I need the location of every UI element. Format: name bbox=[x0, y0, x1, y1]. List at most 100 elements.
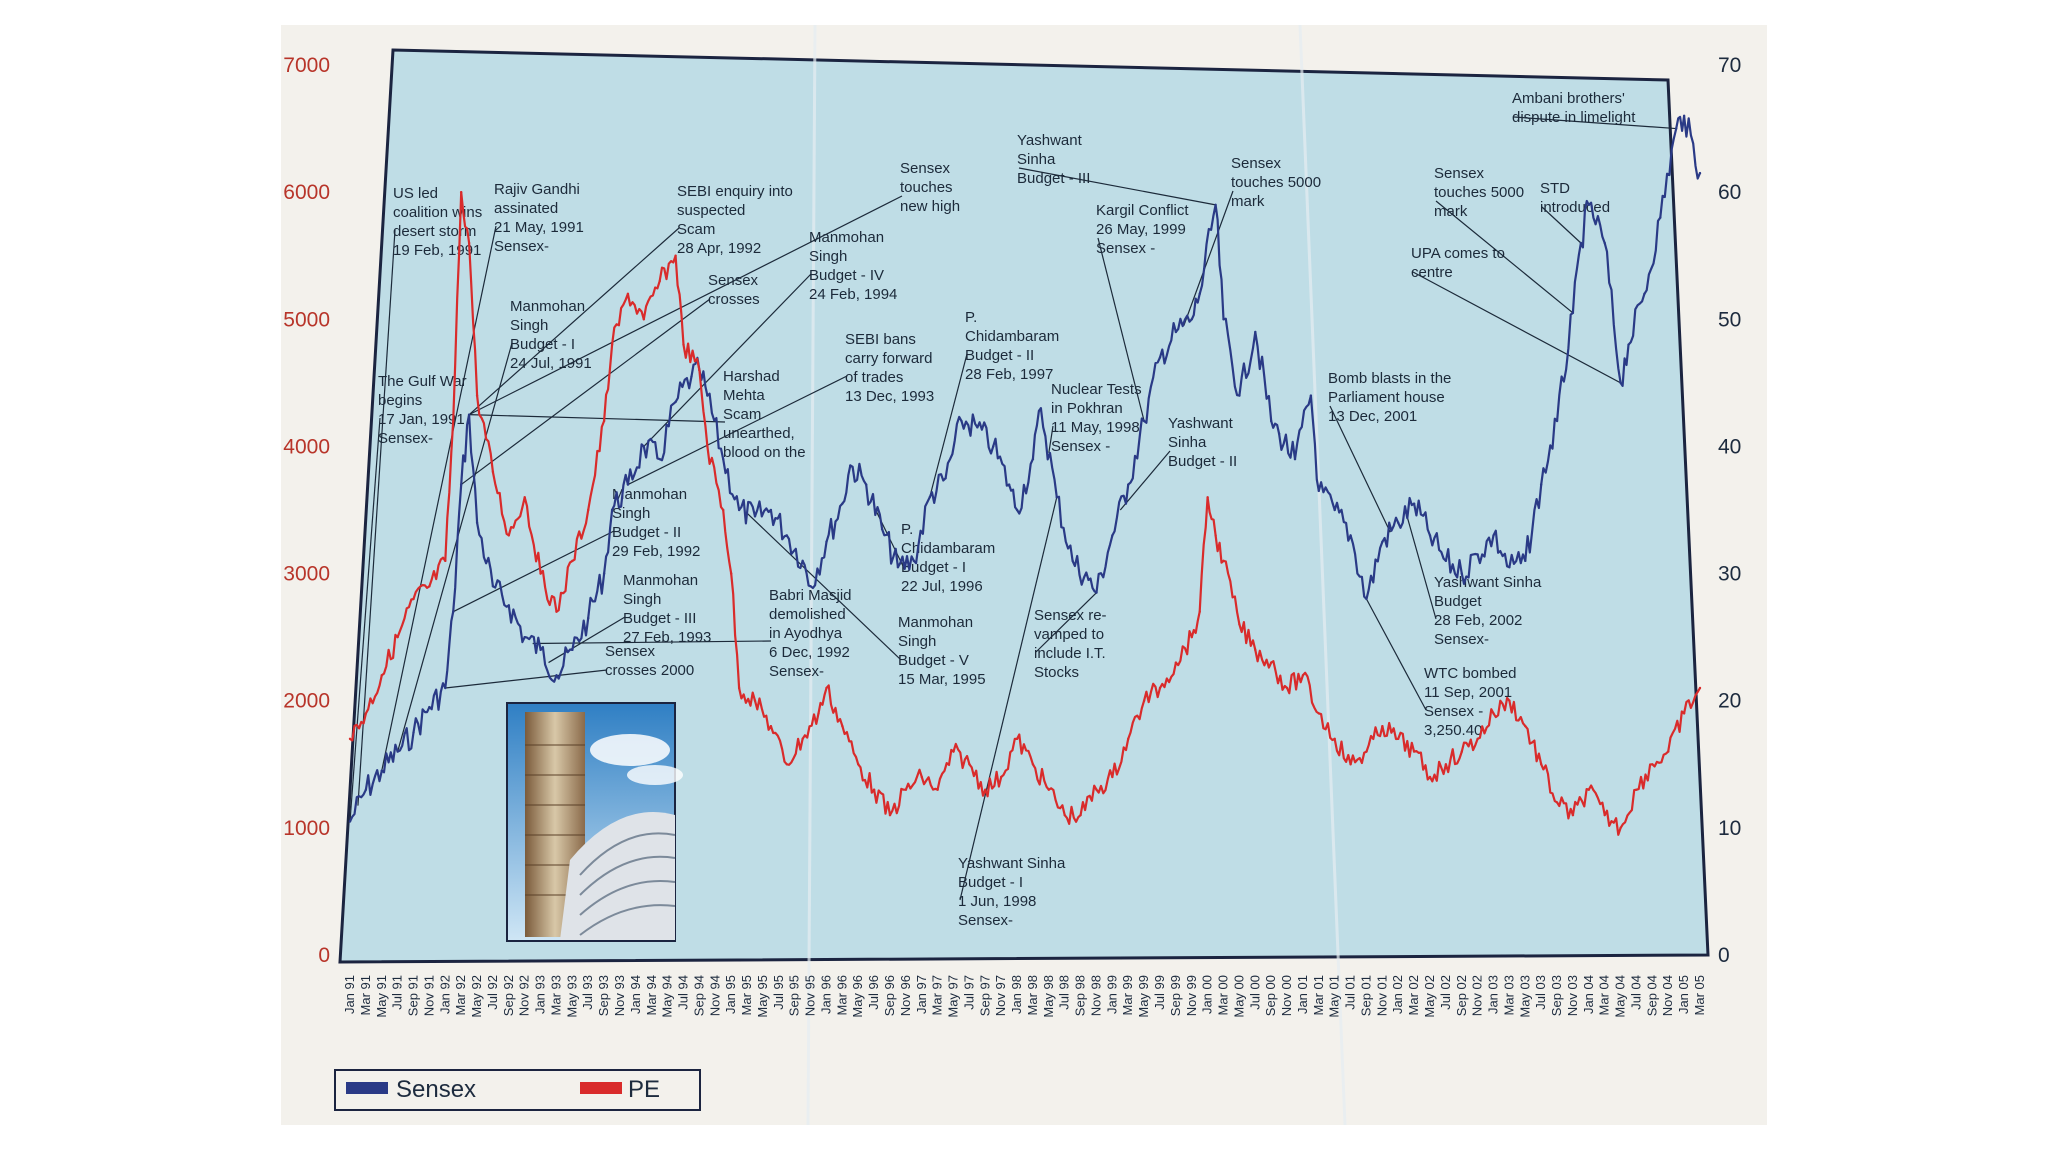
annotation-text: Manmohan bbox=[612, 486, 687, 503]
x-tick-label: Mar 02 bbox=[1406, 975, 1421, 1015]
x-tick-label: Mar 94 bbox=[644, 975, 659, 1015]
fold-line bbox=[1298, 24, 1347, 1126]
pe-point bbox=[1142, 699, 1146, 702]
annotation-text: Rajiv Gandhi bbox=[494, 181, 580, 198]
annotation-leader bbox=[959, 497, 1058, 901]
annotation-text: 13 Dec, 2001 bbox=[1328, 408, 1417, 425]
sensex-point bbox=[491, 585, 495, 588]
sensex-point bbox=[1627, 343, 1630, 346]
sensex-point bbox=[539, 648, 542, 652]
annotation-text: 28 Feb, 1997 bbox=[965, 366, 1053, 383]
x-tick-label: May 92 bbox=[469, 975, 484, 1018]
sensex-point bbox=[841, 502, 844, 505]
x-tick-label: Nov 95 bbox=[803, 975, 818, 1016]
annotation-text: 13 Dec, 1993 bbox=[845, 388, 934, 405]
pe-point bbox=[698, 368, 701, 372]
annotation-text: Sensex - bbox=[1424, 703, 1483, 720]
x-tick-label: May 01 bbox=[1327, 975, 1342, 1018]
pe-point bbox=[1381, 724, 1384, 728]
sensex-point bbox=[1476, 553, 1479, 556]
annotation-text: 3,250.40 bbox=[1424, 722, 1482, 739]
sensex-point bbox=[626, 483, 630, 486]
annotation-text: Manmohan bbox=[510, 298, 585, 315]
sensex-point bbox=[1587, 203, 1591, 207]
annotation-leader bbox=[381, 225, 497, 771]
annotation-leader bbox=[627, 375, 848, 486]
y-left-tick-label: 2000 bbox=[283, 690, 330, 713]
annotation-text: Manmohan bbox=[623, 572, 698, 589]
pe-point bbox=[587, 508, 590, 512]
annotation-text: demolished bbox=[769, 606, 846, 623]
annotation-text: centre bbox=[1411, 264, 1453, 281]
pe-point bbox=[1428, 775, 1432, 779]
x-tick-label: Jan 95 bbox=[723, 975, 738, 1014]
x-tick-label: May 96 bbox=[850, 975, 865, 1018]
x-tick-label: May 00 bbox=[1231, 975, 1246, 1018]
x-tick-label: May 99 bbox=[1136, 975, 1151, 1018]
sensex-point bbox=[1254, 330, 1257, 334]
x-tick-label: Jan 97 bbox=[914, 975, 929, 1014]
y-right-tick-label: 0 bbox=[1718, 944, 1730, 967]
pe-point bbox=[769, 724, 773, 728]
annotation-text: coalition wins bbox=[393, 204, 482, 221]
sensex-point bbox=[1428, 534, 1432, 537]
x-tick-label: Jul 96 bbox=[866, 975, 881, 1010]
annotation-revamped: Sensex re-vamped to include I.T. Stocks bbox=[1034, 592, 1107, 681]
annotation-leader bbox=[1513, 116, 1677, 130]
pe-point bbox=[1603, 813, 1606, 817]
annotation-text: touches bbox=[900, 179, 953, 196]
pe-point bbox=[475, 394, 479, 397]
sensex-point bbox=[976, 426, 979, 429]
sensex-point bbox=[642, 445, 646, 448]
sensex-point bbox=[1524, 559, 1527, 563]
annotation-leader bbox=[1329, 405, 1391, 533]
annotation-text: 11 Sep, 2001 bbox=[1424, 684, 1512, 701]
sensex-point bbox=[428, 705, 431, 709]
x-tick-label: Mar 92 bbox=[453, 975, 468, 1015]
annotation-gulf-war: The Gulf War begins 17 Jan, 1991 Sensex- bbox=[349, 373, 467, 822]
annotation-text: Sensex bbox=[1231, 155, 1282, 172]
sensex-point bbox=[1643, 292, 1646, 296]
sensex-point bbox=[475, 521, 479, 524]
annotation-text: Singh bbox=[510, 317, 548, 334]
pe-point bbox=[1349, 763, 1352, 766]
pe-point bbox=[412, 597, 415, 601]
pe-point bbox=[1095, 788, 1098, 791]
annotation-text: mark bbox=[1231, 193, 1265, 210]
annotation-text: WTC bombed bbox=[1424, 665, 1517, 682]
x-tick-label: Mar 97 bbox=[930, 975, 945, 1015]
x-tick-label: Sep 96 bbox=[882, 975, 897, 1016]
x-tick-label: May 98 bbox=[1041, 975, 1056, 1018]
sensex-point bbox=[737, 508, 741, 512]
pe-point bbox=[1222, 559, 1225, 563]
annotation-text: Sensex- bbox=[958, 912, 1013, 929]
annotation-chidambaram-2: P. Chidambaram Budget - II 28 Feb, 1997 bbox=[929, 309, 1059, 498]
pe-point bbox=[801, 737, 804, 741]
x-tick-label: Jan 05 bbox=[1676, 975, 1691, 1014]
sensex-point bbox=[1127, 483, 1130, 486]
annotation-leader bbox=[468, 195, 903, 416]
sensex-point bbox=[1444, 559, 1448, 563]
sensex-point bbox=[1508, 566, 1511, 569]
sensex-point bbox=[658, 457, 661, 461]
x-tick-label: Mar 05 bbox=[1692, 975, 1707, 1015]
pe-point bbox=[1063, 813, 1066, 817]
pe-point bbox=[348, 737, 352, 741]
sensex-point bbox=[571, 648, 574, 652]
pe-point bbox=[1412, 750, 1416, 753]
pe-point bbox=[1571, 813, 1575, 817]
annotation-text: 6 Dec, 1992 bbox=[769, 644, 850, 661]
annotation-text: Budget - II bbox=[965, 347, 1034, 364]
annotation-ambani: Ambani brothers' dispute in limelight bbox=[1512, 90, 1677, 130]
series-layer bbox=[348, 114, 1702, 836]
sensex-point bbox=[602, 572, 606, 575]
annotation-rajiv-gandhi: Rajiv Gandhi assinated 21 May, 1991 Sensex- bbox=[381, 181, 584, 771]
x-tick-label: May 03 bbox=[1517, 975, 1532, 1018]
y-left-tick-label: 4000 bbox=[283, 435, 330, 458]
annotation-text: new high bbox=[900, 198, 960, 215]
pe-point bbox=[428, 585, 431, 588]
sensex-point bbox=[1015, 508, 1019, 512]
legend-label-pe: PE bbox=[628, 1076, 660, 1103]
pe-point bbox=[841, 724, 844, 728]
